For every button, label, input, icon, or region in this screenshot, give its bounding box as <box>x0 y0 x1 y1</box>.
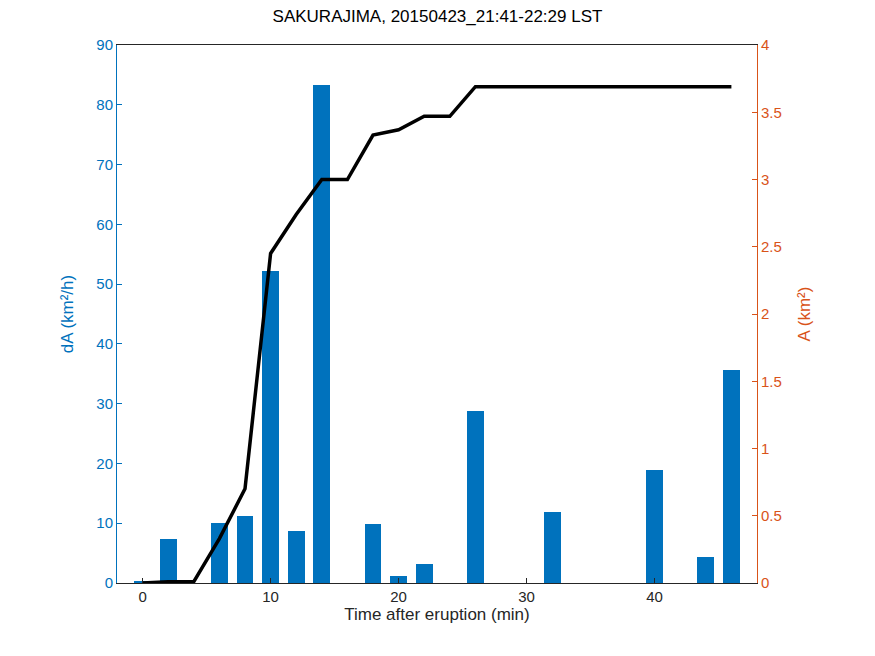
svg-text:0: 0 <box>105 574 113 591</box>
svg-text:50: 50 <box>96 275 113 292</box>
svg-text:30: 30 <box>518 588 535 605</box>
svg-text:0: 0 <box>761 574 769 591</box>
svg-text:2.5: 2.5 <box>761 238 782 255</box>
svg-text:40: 40 <box>96 335 113 352</box>
svg-text:0: 0 <box>138 588 146 605</box>
svg-text:30: 30 <box>96 395 113 412</box>
svg-text:0.5: 0.5 <box>761 507 782 524</box>
svg-text:dA (km²/h): dA (km²/h) <box>58 275 77 353</box>
svg-text:20: 20 <box>390 588 407 605</box>
svg-text:A (km²): A (km²) <box>795 287 814 342</box>
svg-text:3: 3 <box>761 171 769 188</box>
svg-text:70: 70 <box>96 156 113 173</box>
svg-text:60: 60 <box>96 216 113 233</box>
svg-text:3.5: 3.5 <box>761 104 782 121</box>
svg-text:20: 20 <box>96 455 113 472</box>
svg-text:2: 2 <box>761 305 769 322</box>
svg-text:10: 10 <box>262 588 279 605</box>
svg-text:1: 1 <box>761 440 769 457</box>
svg-text:1.5: 1.5 <box>761 373 782 390</box>
svg-text:10: 10 <box>96 514 113 531</box>
svg-text:4: 4 <box>761 36 769 53</box>
svg-text:80: 80 <box>96 96 113 113</box>
svg-text:SAKURAJIMA, 20150423_21:41-22:: SAKURAJIMA, 20150423_21:41-22:29 LST <box>273 7 603 26</box>
svg-text:90: 90 <box>96 36 113 53</box>
svg-text:40: 40 <box>646 588 663 605</box>
svg-text:Time after eruption (min): Time after eruption (min) <box>344 605 529 624</box>
